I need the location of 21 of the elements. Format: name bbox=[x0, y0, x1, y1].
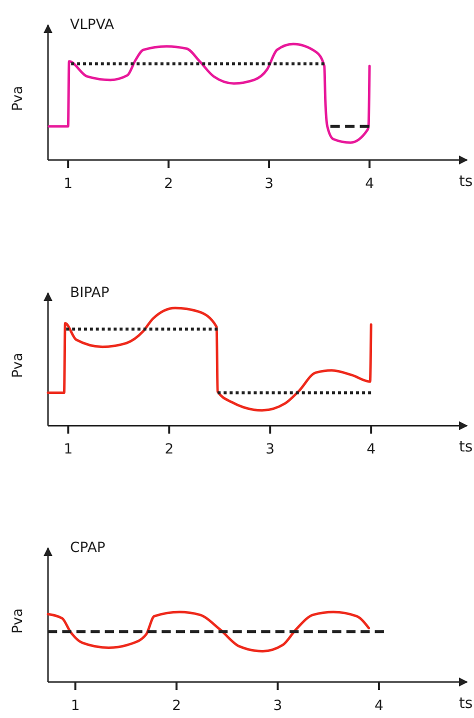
y-axis-title: Pva bbox=[10, 608, 26, 634]
x-tick-label: 2 bbox=[164, 442, 174, 458]
x-axis-title: ts bbox=[459, 172, 473, 190]
x-tick-label: 3 bbox=[264, 176, 274, 192]
x-axis-title: ts bbox=[459, 438, 473, 456]
x-tick-label: 4 bbox=[374, 698, 384, 714]
x-axis-title: ts bbox=[459, 694, 473, 712]
chart-title: VLPVA bbox=[70, 17, 114, 33]
y-axis-title: Pva bbox=[10, 86, 26, 112]
x-tick-label: 2 bbox=[164, 176, 174, 192]
x-tick-label: 2 bbox=[172, 698, 181, 714]
y-axis-title: Pva bbox=[10, 352, 26, 378]
x-tick-label: 1 bbox=[64, 176, 73, 192]
chart-title: BIPAP bbox=[70, 285, 110, 301]
chart-title: CPAP bbox=[70, 540, 106, 556]
x-tick-label: 3 bbox=[273, 698, 282, 714]
x-tick-label: 4 bbox=[365, 176, 374, 192]
x-tick-label: 1 bbox=[70, 698, 80, 714]
x-tick-label: 4 bbox=[366, 442, 376, 458]
x-tick-label: 1 bbox=[64, 442, 73, 458]
x-tick-label: 3 bbox=[266, 442, 275, 458]
